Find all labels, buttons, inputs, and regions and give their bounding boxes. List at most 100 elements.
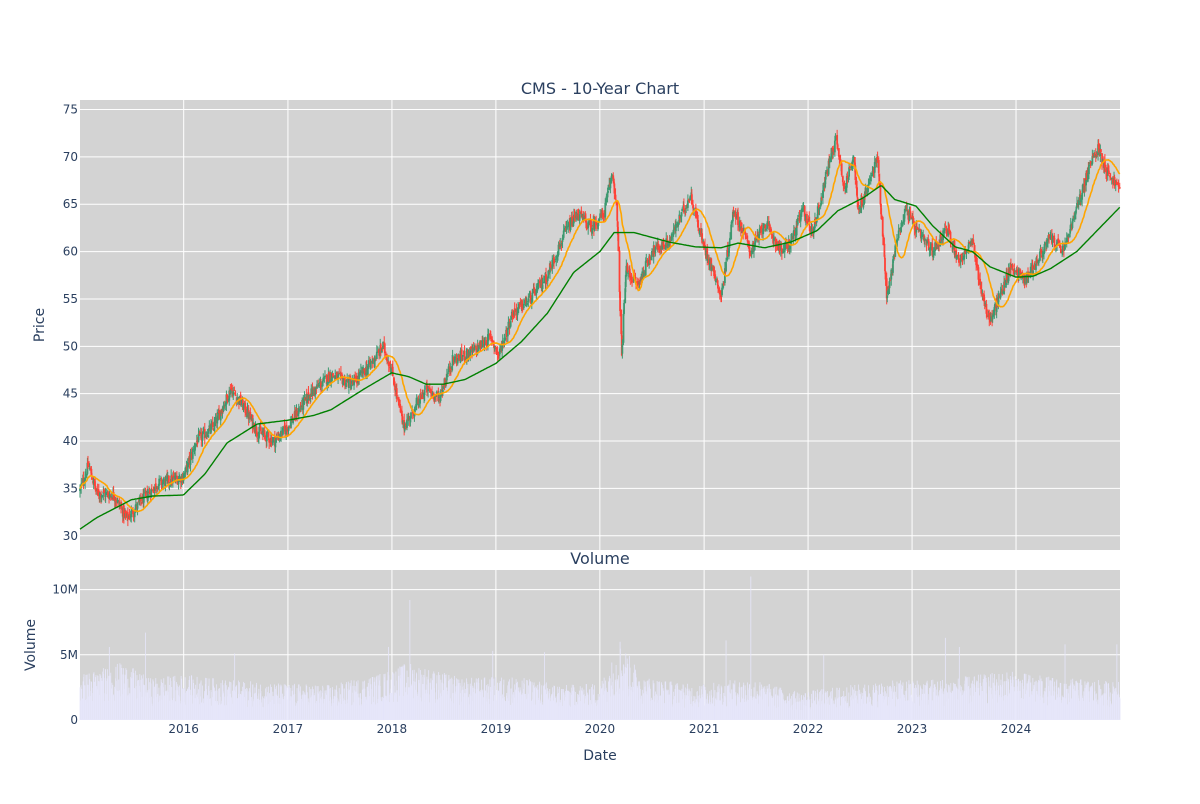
volume-bar	[837, 698, 838, 720]
volume-bar	[688, 696, 689, 720]
price-candle-body	[691, 194, 693, 204]
volume-bar	[827, 704, 828, 720]
volume-bar	[971, 683, 972, 720]
volume-bar	[177, 690, 178, 720]
volume-bar	[377, 676, 378, 720]
volume-bar	[913, 683, 914, 720]
volume-bar	[815, 697, 816, 720]
volume-bar	[991, 694, 992, 720]
volume-bar	[417, 696, 418, 720]
volume-bar	[502, 698, 503, 720]
price-y-tick-label: 40	[63, 434, 78, 448]
price-candle-body	[424, 390, 426, 395]
volume-bar	[441, 680, 442, 720]
volume-bar	[243, 682, 244, 720]
price-candle-body	[256, 433, 258, 437]
volume-bar	[877, 707, 878, 720]
volume-bar	[379, 680, 380, 720]
price-candle-body	[406, 420, 408, 428]
price-candle-body	[841, 163, 843, 175]
volume-bar	[357, 694, 358, 720]
price-candle-body	[260, 432, 262, 434]
volume-bar	[401, 667, 402, 720]
volume-bar	[106, 681, 107, 720]
price-candle-body	[807, 221, 809, 222]
volume-bar	[829, 696, 830, 720]
volume-bar	[586, 684, 587, 720]
volume-bar	[702, 697, 703, 720]
price-candle-body	[745, 236, 747, 237]
volume-bar	[726, 640, 727, 720]
volume-bar	[281, 686, 282, 720]
volume-bar	[1009, 694, 1010, 720]
price-candle-body	[318, 384, 320, 386]
volume-bar	[395, 693, 396, 720]
volume-bar	[173, 698, 174, 720]
volume-bar	[468, 705, 469, 720]
volume-bar	[724, 696, 725, 720]
volume-bar	[311, 697, 312, 720]
price-candle-body	[386, 359, 388, 362]
price-candle-body	[687, 200, 689, 207]
volume-bar	[722, 698, 723, 720]
volume-bar	[821, 689, 822, 720]
volume-bar	[317, 692, 318, 720]
price-candle-body	[993, 307, 995, 315]
price-candle-body	[550, 265, 552, 267]
volume-bar	[592, 684, 593, 720]
volume-bar	[387, 680, 388, 720]
volume-bar	[115, 667, 116, 720]
volume-bar	[197, 697, 198, 720]
volume-bar	[102, 681, 103, 720]
price-candle-body	[819, 208, 821, 210]
price-candle-body	[906, 210, 908, 211]
price-candle-body	[410, 418, 412, 422]
volume-bar	[371, 689, 372, 720]
volume-bar	[754, 687, 755, 720]
volume-bar	[223, 693, 224, 720]
price-candle-body	[159, 480, 161, 481]
price-candle-body	[123, 506, 125, 518]
volume-bar	[498, 690, 499, 720]
volume-bar	[885, 691, 886, 720]
volume-bar	[359, 705, 360, 720]
price-candle-body	[168, 476, 170, 483]
volume-bar	[327, 685, 328, 720]
volume-bar	[215, 701, 216, 720]
volume-bar	[895, 706, 896, 720]
volume-bar	[626, 668, 627, 720]
price-candle-body	[606, 197, 608, 203]
volume-bar	[929, 688, 930, 720]
price-candle-body	[91, 477, 93, 480]
volume-bar	[740, 702, 741, 720]
volume-bar	[680, 690, 681, 720]
volume-bar	[171, 687, 172, 720]
volume-bar	[213, 686, 214, 720]
volume-bar	[221, 704, 222, 720]
volume-bar	[337, 698, 338, 720]
price-candle-body	[780, 245, 782, 247]
volume-bar	[544, 652, 545, 720]
price-candle-body	[885, 271, 887, 279]
volume-bar	[887, 705, 888, 720]
volume-bar	[983, 679, 984, 720]
price-candle-body	[89, 468, 91, 469]
volume-bar	[883, 696, 884, 720]
volume-bar	[427, 677, 428, 720]
volume-bar	[195, 685, 196, 720]
volume-bar	[145, 692, 146, 720]
price-candle-body	[243, 405, 245, 409]
price-candle-body	[753, 247, 755, 252]
price-candle-body	[518, 304, 520, 308]
price-candle-body	[275, 440, 277, 447]
volume-bar	[534, 688, 535, 720]
volume-bar	[443, 684, 444, 720]
volume-bar	[742, 687, 743, 720]
volume-bar	[199, 704, 200, 720]
volume-bar	[612, 689, 613, 720]
volume-bar	[175, 701, 176, 720]
price-candle-body	[1119, 187, 1121, 189]
volume-bar	[955, 684, 956, 720]
